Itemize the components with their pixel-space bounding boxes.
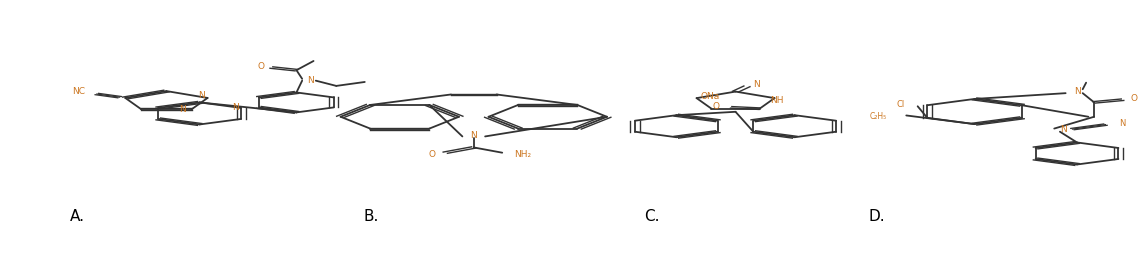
Text: O: O bbox=[258, 62, 265, 71]
Text: O: O bbox=[713, 102, 720, 111]
Text: Cl: Cl bbox=[897, 100, 905, 109]
Text: B.: B. bbox=[363, 209, 379, 224]
Text: A.: A. bbox=[70, 209, 84, 224]
Text: ONa: ONa bbox=[701, 91, 720, 100]
Text: D.: D. bbox=[868, 209, 885, 224]
Text: NC: NC bbox=[72, 87, 86, 96]
Text: C.: C. bbox=[645, 209, 659, 224]
Text: N: N bbox=[199, 91, 205, 100]
Text: N: N bbox=[1119, 119, 1126, 128]
Text: N: N bbox=[470, 131, 477, 140]
Text: N: N bbox=[1060, 125, 1067, 134]
Text: C₂H₅: C₂H₅ bbox=[869, 112, 887, 121]
Text: N: N bbox=[307, 76, 314, 85]
Text: N: N bbox=[232, 103, 238, 112]
Text: O: O bbox=[1131, 94, 1138, 103]
Text: O: O bbox=[428, 150, 435, 159]
Text: NH: NH bbox=[770, 96, 784, 105]
Text: N: N bbox=[753, 80, 760, 89]
Text: N: N bbox=[1074, 87, 1081, 96]
Text: N: N bbox=[179, 105, 186, 114]
Text: NH₂: NH₂ bbox=[515, 150, 532, 159]
